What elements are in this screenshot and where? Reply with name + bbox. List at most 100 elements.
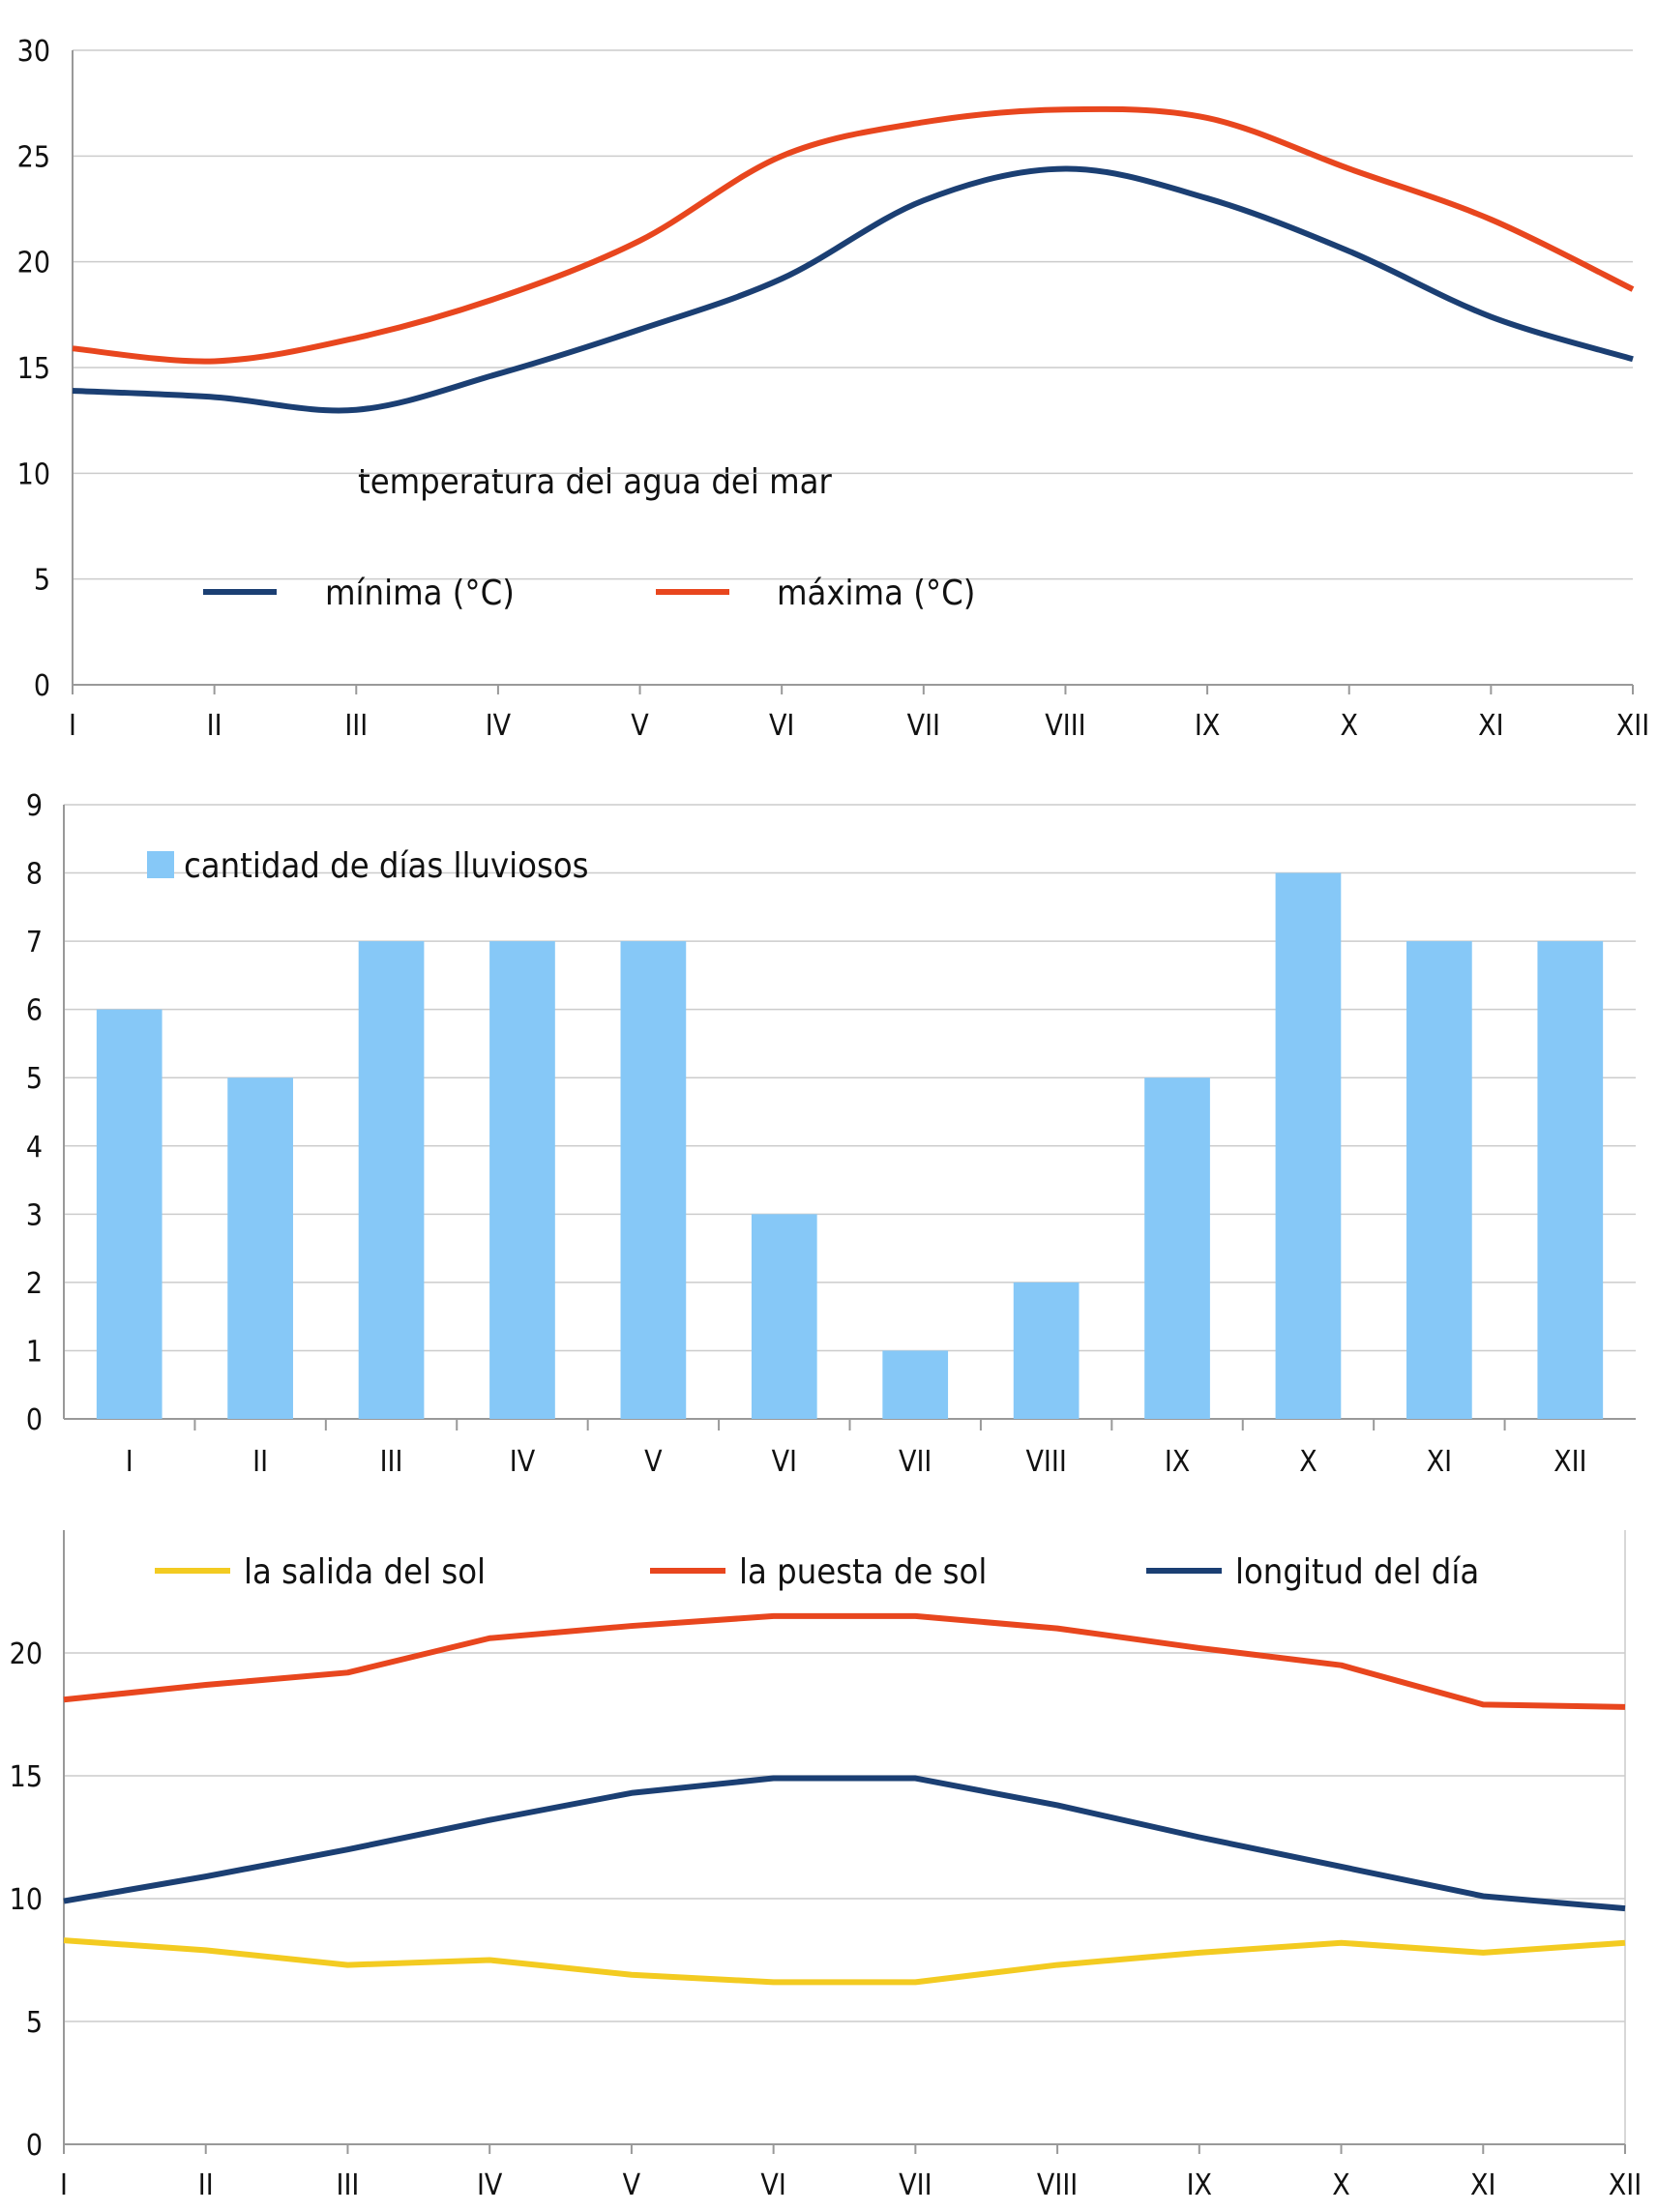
data-point	[630, 1973, 634, 1977]
x-tick-label: VI	[772, 1445, 797, 1479]
x-tick-label: VIII	[1045, 709, 1085, 743]
bar	[1275, 872, 1342, 1419]
data-point	[922, 198, 926, 202]
y-tick-label: 2	[26, 1267, 43, 1301]
chart-annotation: temperatura del agua del mar	[358, 462, 833, 502]
data-point	[1063, 166, 1067, 170]
x-tick-label: II	[207, 709, 222, 743]
x-tick-label: X	[1332, 2168, 1350, 2202]
data-point	[913, 1980, 917, 1984]
x-tick-label: III	[380, 1445, 403, 1479]
data-point	[1055, 1627, 1059, 1631]
data-point	[1489, 218, 1493, 221]
x-tick-label: IX	[1187, 2168, 1212, 2202]
data-point	[496, 296, 500, 300]
data-point	[488, 1959, 491, 1962]
data-point	[62, 1938, 66, 1942]
y-tick-label: 15	[17, 352, 50, 386]
x-tick-label: IV	[486, 709, 512, 743]
x-tick-label: XI	[1427, 1445, 1452, 1479]
x-tick-label: I	[69, 709, 76, 743]
legend-label: cantidad de días lluviosos	[184, 846, 589, 886]
data-point	[1481, 1951, 1485, 1955]
data-point	[354, 408, 358, 412]
legend-label: mínima (°C)	[325, 574, 515, 613]
x-tick-label: VII	[899, 1445, 932, 1479]
data-point	[1340, 1941, 1344, 1945]
data-point	[1631, 287, 1635, 291]
data-point	[345, 1963, 349, 1967]
x-tick-label: VIII	[1025, 1445, 1066, 1479]
x-tick-label: II	[252, 1445, 268, 1479]
x-tick-label: XII	[1553, 1445, 1586, 1479]
y-tick-label: 20	[10, 1637, 43, 1671]
data-point	[204, 1948, 208, 1952]
data-point	[1198, 1951, 1201, 1955]
y-tick-label: 15	[10, 1760, 43, 1794]
data-point	[638, 239, 642, 243]
x-tick-label: VII	[907, 709, 940, 743]
data-point	[213, 396, 217, 399]
x-tick-label: IX	[1195, 709, 1220, 743]
y-tick-label: 10	[10, 1883, 43, 1917]
bar	[620, 941, 687, 1419]
data-point	[71, 389, 74, 393]
x-tick-label: XII	[1616, 709, 1649, 743]
x-tick-label: VI	[769, 709, 794, 743]
data-point	[1340, 1865, 1344, 1869]
data-point	[1347, 250, 1351, 253]
data-point	[772, 1980, 776, 1984]
x-tick-label: XI	[1478, 709, 1503, 743]
legend-label: máxima (°C)	[777, 574, 975, 613]
bar	[96, 1009, 163, 1419]
data-point	[1481, 1894, 1485, 1898]
x-tick-label: VII	[899, 2168, 932, 2202]
y-tick-label: 0	[26, 1403, 43, 1437]
data-point	[1198, 1836, 1201, 1840]
data-point	[1055, 1803, 1059, 1807]
y-tick-label: 6	[26, 994, 43, 1028]
bar	[358, 941, 425, 1419]
x-tick-label: IV	[510, 1445, 536, 1479]
y-tick-label: 1	[26, 1335, 43, 1369]
x-tick-label: III	[337, 2168, 360, 2202]
y-tick-label: 0	[34, 669, 50, 703]
series-line-1	[72, 105, 1635, 365]
x-tick-label: X	[1299, 1445, 1317, 1479]
data-point	[345, 1847, 349, 1851]
data-point	[638, 328, 642, 332]
bar	[489, 941, 555, 1419]
x-tick-label: IX	[1165, 1445, 1190, 1479]
bar	[1406, 941, 1472, 1419]
data-point	[1623, 1906, 1627, 1910]
data-point	[354, 336, 358, 339]
x-tick-label: III	[344, 709, 368, 743]
y-tick-label: 30	[17, 35, 50, 69]
data-point	[488, 1818, 491, 1822]
x-tick-label: XII	[1609, 2168, 1642, 2202]
x-tick-label: V	[623, 2168, 641, 2202]
data-point	[913, 1777, 917, 1781]
y-tick-label: 5	[34, 564, 50, 598]
data-point	[1198, 1646, 1201, 1650]
data-point	[630, 1791, 634, 1795]
y-tick-label: 9	[26, 789, 43, 823]
data-point	[922, 120, 926, 124]
data-point	[213, 359, 217, 363]
bar	[1013, 1282, 1080, 1419]
data-point	[62, 1900, 66, 1903]
y-tick-label: 20	[17, 247, 50, 280]
series-line-2	[63, 1775, 1626, 1912]
legend-label: la puesta de sol	[739, 1552, 987, 1592]
series-line-1	[63, 1612, 1626, 1710]
y-tick-label: 3	[26, 1198, 43, 1232]
x-tick-label: V	[644, 1445, 663, 1479]
x-tick-label: V	[631, 709, 649, 743]
data-point	[1205, 116, 1209, 120]
x-tick-label: VIII	[1037, 2168, 1078, 2202]
data-point	[630, 1624, 634, 1628]
data-point	[1631, 357, 1635, 361]
data-point	[1489, 315, 1493, 319]
